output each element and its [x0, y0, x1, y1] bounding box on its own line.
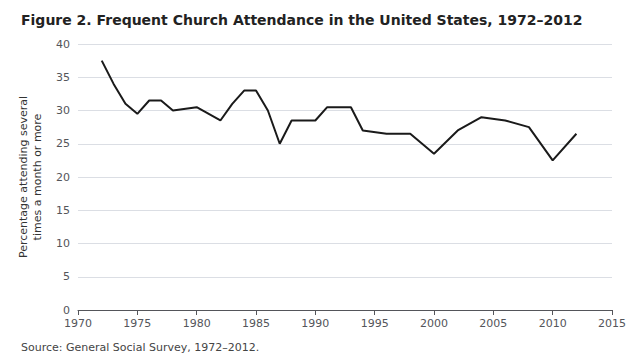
- svg-text:1990: 1990: [301, 317, 329, 330]
- svg-text:1980: 1980: [183, 317, 211, 330]
- svg-text:2000: 2000: [420, 317, 448, 330]
- svg-text:0: 0: [63, 304, 70, 317]
- svg-text:20: 20: [56, 171, 70, 184]
- svg-text:1975: 1975: [123, 317, 151, 330]
- svg-text:25: 25: [56, 137, 70, 150]
- svg-text:Source: General Social Survey,: Source: General Social Survey, 1972–2012…: [21, 341, 259, 354]
- svg-text:30: 30: [56, 104, 70, 117]
- svg-text:1985: 1985: [242, 317, 270, 330]
- svg-text:2005: 2005: [479, 317, 507, 330]
- svg-text:times a month or more: times a month or more: [31, 113, 44, 240]
- svg-text:10: 10: [56, 237, 70, 250]
- svg-text:1970: 1970: [64, 317, 92, 330]
- svg-text:15: 15: [56, 204, 70, 217]
- svg-text:2010: 2010: [539, 317, 567, 330]
- svg-text:35: 35: [56, 71, 70, 84]
- svg-text:Percentage attending several: Percentage attending several: [17, 96, 30, 258]
- svg-text:Figure 2. Frequent Church Atte: Figure 2. Frequent Church Attendance in …: [21, 12, 582, 28]
- svg-text:40: 40: [56, 38, 70, 51]
- svg-text:2015: 2015: [598, 317, 626, 330]
- svg-text:1995: 1995: [361, 317, 389, 330]
- svg-text:5: 5: [63, 270, 70, 283]
